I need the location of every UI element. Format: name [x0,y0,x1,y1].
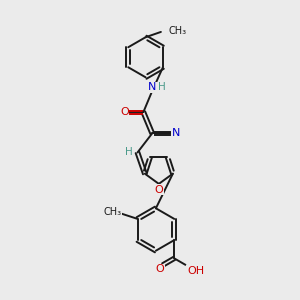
Text: H: H [125,148,133,158]
Text: CH₃: CH₃ [169,26,187,36]
Text: OH: OH [187,266,204,276]
Text: O: O [154,185,163,195]
Text: O: O [120,107,129,117]
Text: O: O [156,264,164,274]
Text: N: N [148,82,156,92]
Text: N: N [172,128,180,138]
Text: CH₃: CH₃ [103,207,122,217]
Text: H: H [158,82,166,92]
